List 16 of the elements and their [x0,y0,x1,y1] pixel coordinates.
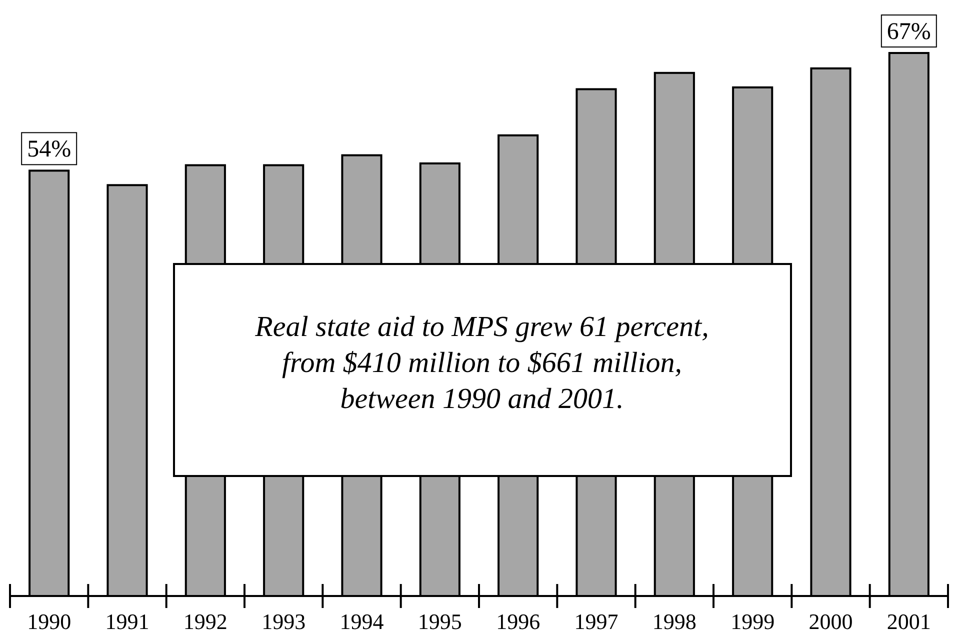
x-tick-label: 1990 [27,609,72,634]
x-tick-label: 1996 [496,609,540,634]
x-tick-label: 1998 [652,609,696,634]
x-tick-label: 1997 [574,609,618,634]
x-tick-label: 1999 [730,609,775,634]
data-label: 67% [886,19,931,45]
x-tick-label: 1992 [183,609,228,634]
text-box: Real state aid to MPS grew 61 percent, from $410 million to $661 million, between 1990 and 2001. [173,263,792,477]
annotation: Real state aid to MPS grew 61 percent, from $410 million to $661 million, between 1990 and 2001. [254,311,709,415]
x-tick-label: 1991 [105,609,150,634]
x-tick-label: 1995 [418,609,462,634]
data-label: 54% [27,136,72,163]
x-tick-label: 1993 [262,609,306,634]
x-tick-label: 1994 [340,609,384,634]
x-tick-label: 2000 [808,609,853,634]
x-tick-label: 2001 [886,609,931,634]
